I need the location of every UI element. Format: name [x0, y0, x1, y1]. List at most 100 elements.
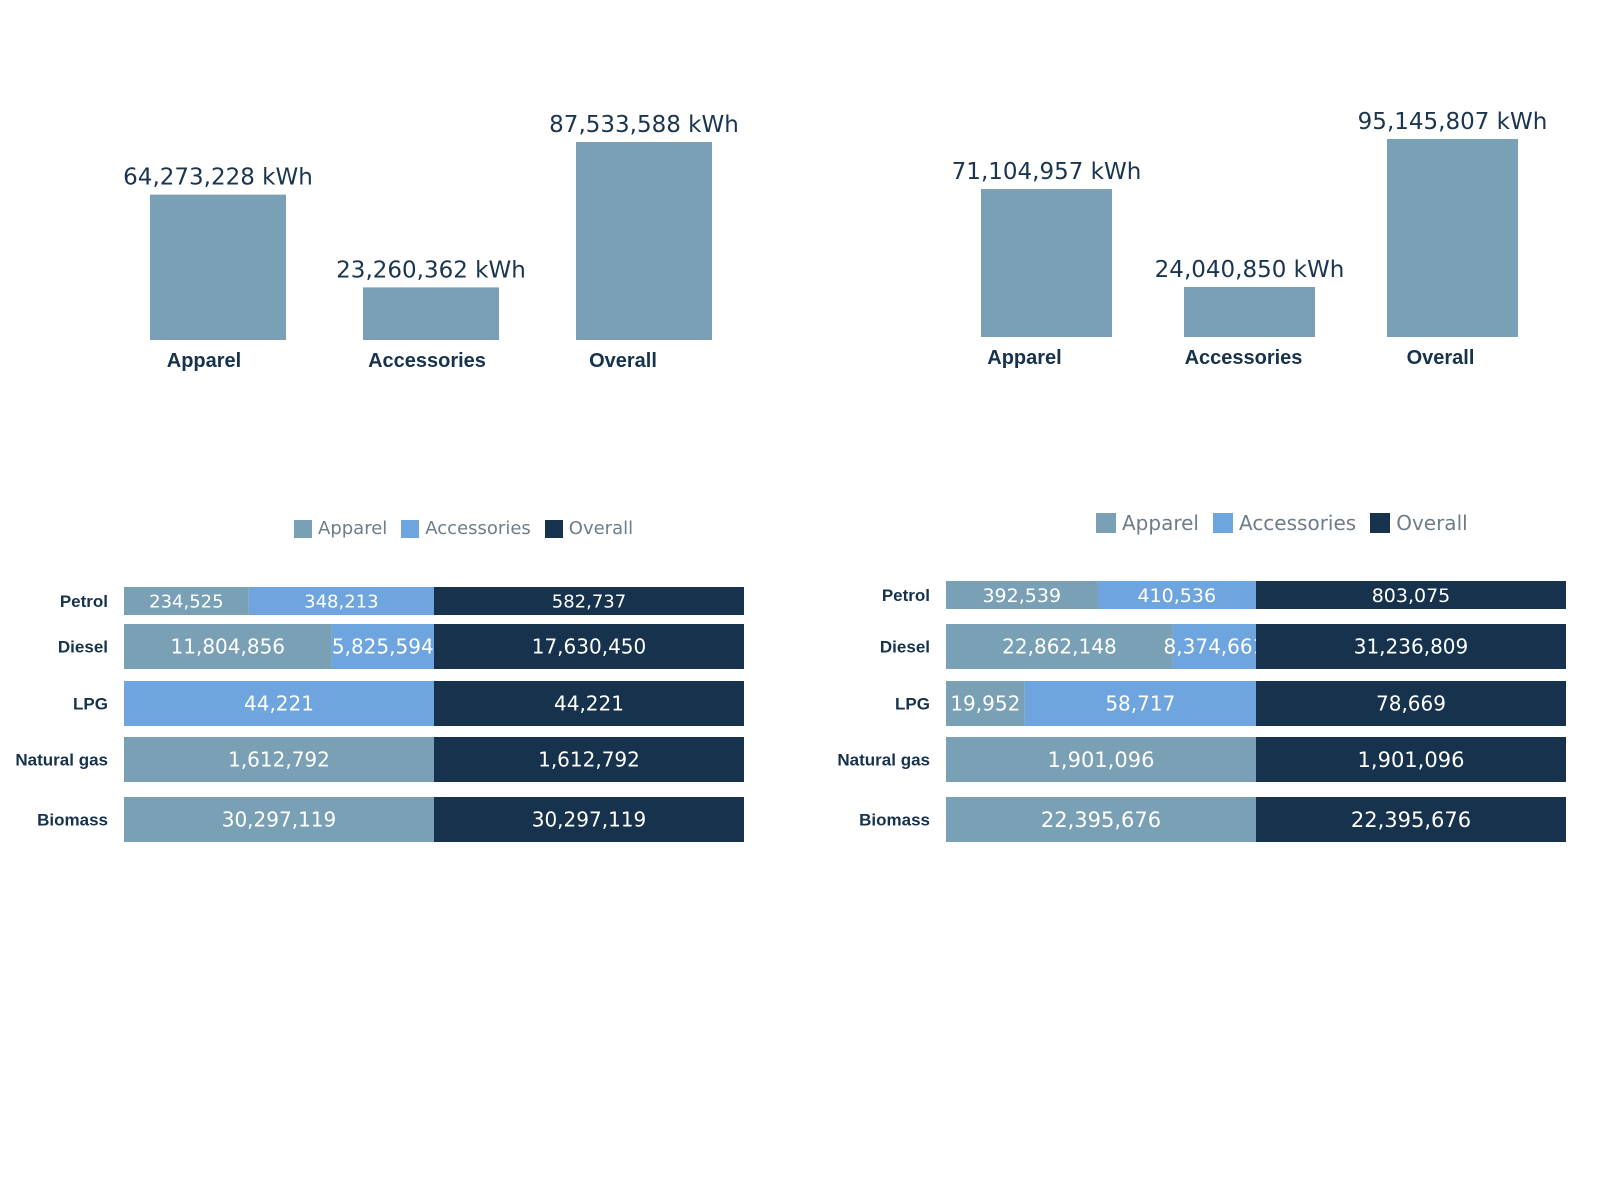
bar-accessories: [1184, 286, 1315, 337]
legend-label-overall: Overall: [1396, 511, 1468, 535]
legend-label-overall: Overall: [568, 518, 634, 539]
bar-value-label: 24,040,850 kWh: [1155, 257, 1345, 283]
segment-apparel: [946, 624, 1173, 669]
legend-item-apparel: Apparel: [1096, 511, 1199, 535]
segment-value-label: 410,536: [1137, 585, 1216, 607]
segment-value-label: 78,669: [1376, 692, 1446, 716]
segment-value-label: 582,737: [552, 591, 626, 612]
legend-left: Apparel Accessories Overall: [294, 518, 633, 539]
legend-item-accessories: Accessories: [1212, 511, 1357, 535]
segment-value-label: 22,395,676: [1351, 808, 1471, 832]
legend-label-accessories: Accessories: [425, 518, 531, 539]
segment-apparel: [946, 797, 1256, 842]
segment-value-label: 348,213: [304, 591, 378, 612]
segment-value-label: 1,901,096: [1048, 748, 1155, 772]
segment-value-label: 5,825,594: [332, 635, 434, 659]
segment-value-label: 17,630,450: [532, 635, 647, 659]
segment-value-label: 44,221: [554, 692, 624, 716]
row-label: Biomass: [859, 811, 930, 830]
segment-value-label: 58,717: [1105, 692, 1175, 716]
fuel-stacked-chart-left: Petrol 234,525 348,213 582,737 Diesel 11,804,…: [15, 587, 744, 842]
segment-apparel: [124, 737, 434, 782]
bar-category-label: Overall: [1407, 347, 1475, 369]
segment-apparel: [124, 587, 249, 615]
segment-overall: [1256, 737, 1566, 782]
segment-apparel: [124, 624, 332, 669]
row-label: LPG: [73, 695, 108, 714]
legend-swatch-overall: [544, 519, 563, 538]
segment-overall: [1256, 581, 1566, 609]
segment-overall: [434, 797, 744, 842]
row-label: LPG: [895, 695, 930, 714]
segment-value-label: 30,297,119: [532, 808, 647, 832]
legend-label-apparel: Apparel: [1122, 511, 1199, 535]
segment-value-label: 1,612,792: [228, 748, 330, 772]
segment-value-label: 44,221: [244, 692, 314, 716]
segment-overall: [434, 681, 744, 726]
legend-swatch-accessories: [1212, 513, 1233, 533]
bar-overall: [576, 142, 712, 340]
bar-category-label: Apparel: [987, 347, 1061, 369]
row-label: Diesel: [880, 638, 930, 657]
fuel-stacked-chart-right: Petrol 392,539 410,536 803,075 Diesel 22,862,…: [837, 581, 1566, 842]
row-label: Petrol: [882, 586, 930, 605]
legend-item-accessories: Accessories: [401, 518, 531, 539]
row-label: Diesel: [58, 638, 108, 657]
segment-value-label: 1,612,792: [538, 748, 640, 772]
segment-apparel: [124, 797, 434, 842]
segment-apparel: [946, 681, 1025, 726]
segment-accessories: [1172, 624, 1256, 669]
row-label: Natural gas: [837, 751, 930, 770]
bar-category-label: Apparel: [167, 350, 241, 372]
segment-value-label: 803,075: [1372, 585, 1451, 607]
segment-overall: [1256, 624, 1566, 669]
segment-value-label: 31,236,809: [1354, 635, 1469, 659]
legend-swatch-overall: [1370, 513, 1391, 533]
segment-accessories: [124, 681, 434, 726]
segment-value-label: 392,539: [982, 585, 1061, 607]
bar-apparel: [981, 189, 1112, 337]
legend-label-apparel: Apparel: [318, 518, 388, 539]
bar-value-label: 71,104,957 kWh: [952, 159, 1142, 185]
segment-overall: [434, 624, 744, 669]
segment-overall: [434, 587, 744, 615]
legend-swatch-accessories: [401, 519, 420, 538]
bar-category-label: Accessories: [1185, 347, 1303, 369]
segment-apparel: [946, 737, 1256, 782]
bar-value-label: 64,273,228 kWh: [123, 165, 313, 191]
segment-accessories: [331, 624, 434, 669]
segment-value-label: 11,804,856: [171, 635, 286, 659]
bar-overall: [1387, 139, 1518, 337]
row-label: Natural gas: [15, 751, 108, 770]
segment-value-label: 234,525: [149, 591, 223, 612]
segment-value-label: 30,297,119: [222, 808, 337, 832]
legend-swatch-apparel: [294, 519, 312, 538]
segment-value-label: 22,862,148: [1002, 635, 1117, 659]
legend-swatch-apparel: [1096, 513, 1116, 533]
segment-overall: [1256, 797, 1566, 842]
bar-value-label: 87,533,588 kWh: [549, 112, 739, 138]
legend-item-overall: Overall: [544, 518, 634, 539]
segment-apparel: [946, 581, 1098, 609]
legend-label-accessories: Accessories: [1238, 511, 1357, 535]
legend-right: Apparel Accessories Overall: [1096, 511, 1468, 535]
segment-value-label: 22,395,676: [1041, 808, 1161, 832]
segment-value-label: 19,952: [950, 692, 1020, 716]
segment-accessories: [1097, 581, 1256, 609]
segment-overall: [434, 737, 744, 782]
energy-bar-chart-right: 71,104,957 kWh Apparel 24,040,850 kWh Acces…: [952, 109, 1548, 369]
bar-accessories: [363, 287, 499, 340]
bar-category-label: Accessories: [368, 350, 486, 372]
segment-overall: [1256, 681, 1566, 726]
bar-value-label: 23,260,362 kWh: [336, 257, 526, 283]
segment-accessories: [248, 587, 435, 615]
row-label: Biomass: [37, 811, 108, 830]
bar-category-label: Overall: [589, 350, 657, 372]
bar-value-label: 95,145,807 kWh: [1358, 109, 1548, 135]
segment-accessories: [1024, 681, 1256, 726]
segment-value-label: 8,374,661: [1164, 635, 1266, 659]
row-label: Petrol: [60, 592, 108, 611]
segment-value-label: 1,901,096: [1358, 748, 1465, 772]
bar-apparel: [150, 194, 286, 340]
legend-item-apparel: Apparel: [294, 518, 387, 539]
